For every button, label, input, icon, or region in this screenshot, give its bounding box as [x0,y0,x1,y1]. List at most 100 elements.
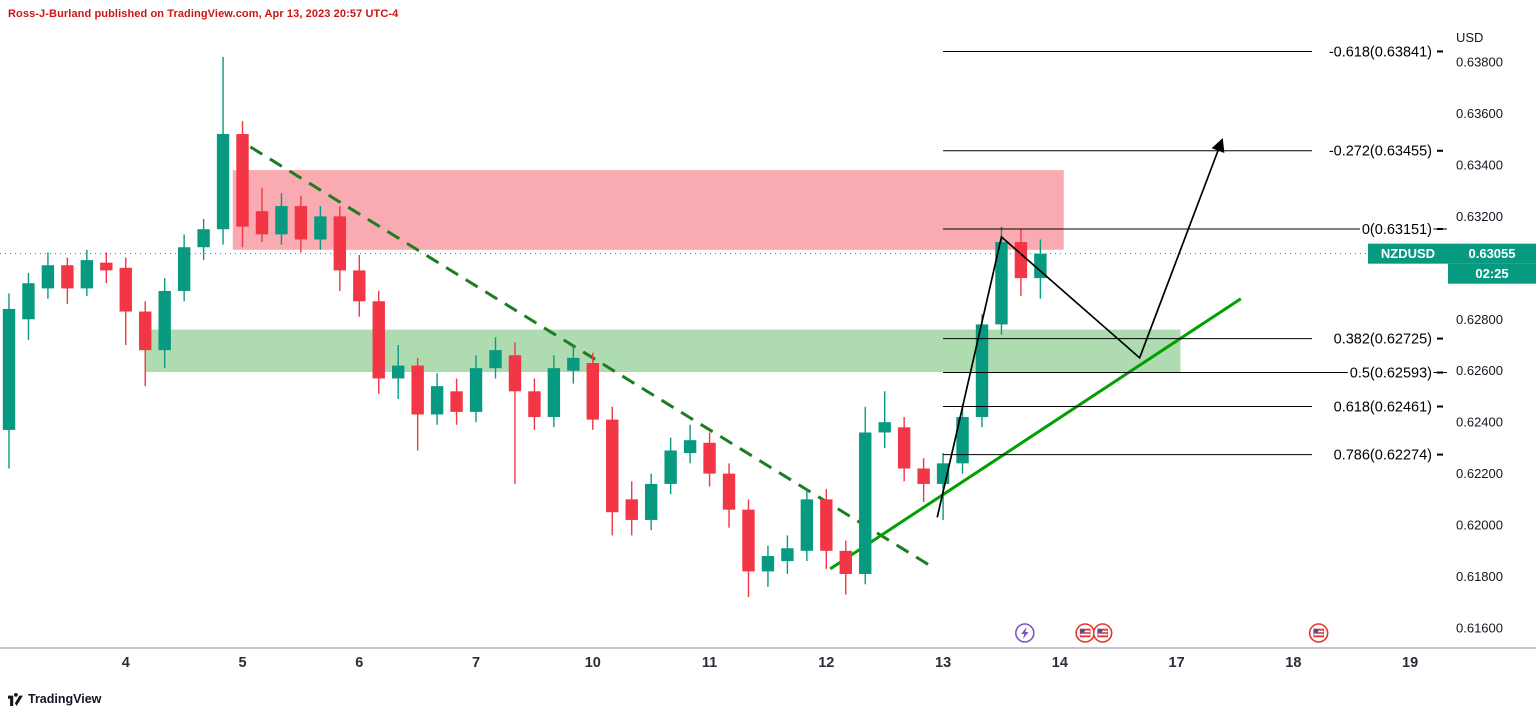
candle-body [372,301,385,379]
countdown-value: 02:25 [1475,266,1508,281]
candlestick [664,437,677,495]
candlestick [41,252,55,299]
attribution-text: Ross-J-Burland published on TradingView.… [8,8,399,20]
candle-body [353,270,366,302]
candle-body [100,262,113,271]
price-tick-label: 0.62200 [1456,466,1503,481]
candle-body [22,283,35,320]
tradingview-logo[interactable]: TradingView [8,692,101,706]
price-tick-label: 0.63200 [1456,209,1503,224]
countdown-badge [1448,263,1536,284]
candlestick [22,272,35,340]
candlestick [586,352,599,430]
price-tick-label: 0.63600 [1456,106,1503,121]
time-tick-label[interactable]: 12 [818,655,834,671]
candle-body [508,355,522,392]
candle-body [392,365,405,379]
time-tick-label[interactable]: 13 [935,655,951,671]
price-tick-label: 0.62400 [1456,415,1503,430]
time-tick-label[interactable]: 7 [472,655,480,671]
price-badge[interactable] [1448,243,1536,264]
candle-body [703,442,716,474]
candlestick [294,195,308,253]
price-tick-label: 0.62000 [1456,518,1503,533]
flag-stripe [1313,635,1324,637]
candle-body [450,391,463,412]
time-tick-label[interactable]: 17 [1169,655,1185,671]
candlestick [80,249,94,297]
candlestick [917,458,930,502]
candle-body [820,499,833,551]
candlestick [139,301,152,387]
candle-body [742,509,755,572]
time-tick-label[interactable]: 4 [122,655,130,671]
candlestick [216,56,230,245]
demand-zone[interactable] [145,329,1181,373]
time-tick-label[interactable]: 5 [238,655,246,671]
symbol-badge[interactable] [1368,243,1448,264]
ascending-solid-trendline[interactable] [829,297,1242,571]
event-marker-flag[interactable] [1092,623,1113,643]
candlestick [625,481,638,536]
candlestick [177,234,191,302]
candle-body [333,216,347,271]
candle-body [411,365,424,415]
candle-body [878,422,891,433]
candle-body [625,499,638,520]
candlestick [703,432,716,487]
candlestick [839,540,852,595]
price-tick-label: 0.61800 [1456,569,1503,584]
candle-body [236,134,249,227]
time-tick-label[interactable]: 11 [702,655,717,671]
fib-label: 0.786(0.62274) [1334,447,1432,463]
candle-body [800,499,814,551]
candlestick [411,357,424,451]
flag-canton [1097,629,1103,633]
time-tick-label[interactable]: 6 [355,655,363,671]
candle-body [1034,253,1047,279]
candle-body [41,265,55,289]
candle-body [139,311,152,351]
fib-label: 0(0.63151) [1362,222,1432,238]
candle-body [61,265,74,289]
flag-stripe [1313,632,1324,634]
supply-zone[interactable] [232,170,1064,250]
event-marker-flag[interactable] [1075,623,1095,643]
candlestick [722,463,736,528]
lightning-icon [1021,627,1029,639]
candlestick [2,293,16,469]
candle-body [683,440,697,454]
flag-stripe [1080,635,1091,637]
event-marker-lightning[interactable] [1015,623,1035,643]
candlestick [995,226,1008,335]
candlestick [333,206,347,291]
candlestick [430,373,444,425]
time-tick-label[interactable]: 10 [585,655,601,671]
candlestick [275,193,288,245]
candle-body [158,290,171,351]
projection-arrow[interactable] [936,137,1225,518]
price-badge-value: 0.63055 [1469,246,1516,261]
candlestick [567,344,580,384]
event-marker-flag[interactable] [1308,623,1329,643]
candle-body [489,350,502,369]
time-tick-label[interactable]: 14 [1052,655,1068,671]
candle-body [644,483,658,520]
candlestick [644,473,658,531]
fib-label: 0.618(0.62461) [1334,399,1432,415]
time-tick-label[interactable]: 19 [1402,655,1418,671]
time-tick-label[interactable]: 18 [1285,655,1301,671]
candle-body [80,260,94,289]
tradingview-logo-text: TradingView [28,692,102,706]
candlestick [353,254,366,317]
candle-body [956,417,969,464]
candlestick [119,257,132,345]
candlestick [236,121,249,248]
candle-body [995,242,1008,325]
fib-label: 0.382(0.62725) [1334,331,1432,347]
flag-stripe [1097,635,1108,637]
candlestick [255,188,269,243]
candlestick [820,489,833,569]
